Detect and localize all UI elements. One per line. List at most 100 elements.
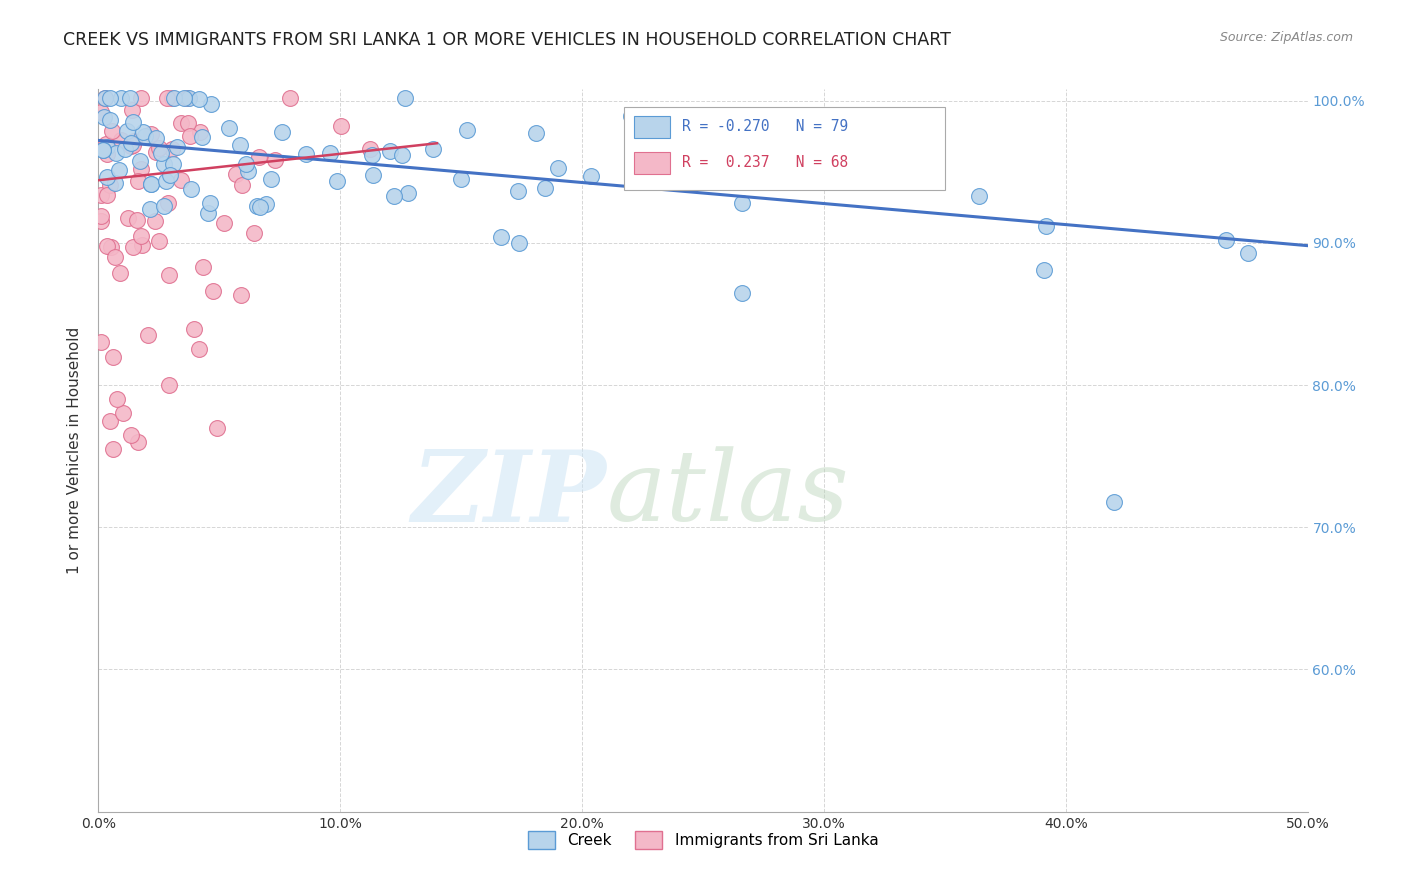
Point — [143, 214, 166, 228]
Point — [127, 174, 149, 188]
Point — [127, 213, 149, 227]
Point — [242, 226, 264, 240]
Point — [120, 136, 142, 150]
Legend: Creek, Immigrants from Sri Lanka: Creek, Immigrants from Sri Lanka — [522, 825, 884, 855]
Point — [108, 266, 131, 280]
Point — [200, 97, 222, 112]
Point — [96, 169, 118, 184]
Point — [508, 236, 530, 251]
Point — [179, 91, 201, 105]
Point — [131, 238, 153, 252]
Point — [121, 138, 143, 153]
Point — [90, 188, 112, 202]
Point — [150, 145, 173, 160]
Point — [129, 228, 152, 243]
Point — [180, 182, 202, 196]
Point — [100, 124, 122, 138]
Point — [121, 115, 143, 129]
Point — [579, 169, 602, 184]
Point — [229, 137, 252, 152]
FancyBboxPatch shape — [634, 116, 671, 137]
Point — [103, 350, 125, 364]
Point — [108, 163, 131, 178]
Point — [94, 136, 117, 151]
Point — [394, 91, 416, 105]
Point — [127, 434, 149, 449]
Point — [170, 116, 193, 130]
Y-axis label: 1 or more Vehicles in Household: 1 or more Vehicles in Household — [67, 326, 83, 574]
Point — [134, 129, 156, 144]
Point — [90, 209, 112, 223]
Point — [91, 143, 114, 157]
Point — [100, 239, 122, 253]
Point — [508, 184, 530, 198]
Text: atlas: atlas — [606, 446, 849, 541]
Point — [1215, 233, 1237, 247]
Point — [157, 268, 180, 282]
Point — [94, 91, 117, 105]
Point — [148, 234, 170, 248]
Point — [205, 420, 228, 434]
Point — [90, 335, 112, 350]
Point — [263, 153, 285, 168]
Point — [422, 142, 444, 156]
Point — [177, 115, 200, 129]
Point — [231, 178, 253, 192]
Point — [98, 91, 121, 105]
Point — [260, 172, 283, 186]
Point — [104, 177, 127, 191]
Point — [271, 125, 294, 139]
Point — [117, 211, 139, 226]
Point — [179, 128, 201, 143]
Point — [141, 127, 163, 141]
Point — [163, 91, 186, 105]
Text: CREEK VS IMMIGRANTS FROM SRI LANKA 1 OR MORE VEHICLES IN HOUSEHOLD CORRELATION C: CREEK VS IMMIGRANTS FROM SRI LANKA 1 OR … — [63, 31, 950, 49]
Point — [294, 147, 316, 161]
Point — [136, 328, 159, 343]
Point — [188, 124, 211, 138]
Point — [391, 147, 413, 161]
Point — [104, 250, 127, 264]
Point — [107, 392, 129, 407]
Point — [187, 92, 209, 106]
Point — [191, 260, 214, 274]
Point — [235, 157, 257, 171]
Point — [730, 196, 752, 211]
Point — [969, 189, 991, 203]
Point — [247, 150, 270, 164]
Point — [90, 214, 112, 228]
Point — [98, 414, 121, 428]
Text: R = -0.270   N = 79: R = -0.270 N = 79 — [682, 120, 849, 135]
Point — [98, 178, 121, 193]
Point — [91, 144, 114, 158]
Point — [524, 126, 547, 140]
Point — [218, 120, 240, 135]
Point — [122, 134, 145, 148]
Point — [1032, 263, 1054, 277]
Point — [200, 196, 222, 211]
Text: R =  0.237   N = 68: R = 0.237 N = 68 — [682, 155, 849, 170]
Point — [225, 167, 247, 181]
Point — [183, 322, 205, 336]
Point — [229, 288, 252, 302]
Point — [382, 188, 405, 202]
Point — [361, 169, 384, 183]
Point — [115, 124, 138, 138]
Point — [1035, 219, 1057, 233]
Point — [249, 200, 271, 214]
Point — [96, 188, 118, 202]
Point — [489, 230, 512, 244]
Point — [170, 173, 193, 187]
Point — [173, 91, 195, 105]
Text: Source: ZipAtlas.com: Source: ZipAtlas.com — [1219, 31, 1353, 45]
Point — [96, 239, 118, 253]
Point — [1102, 494, 1125, 508]
Point — [145, 145, 167, 160]
Point — [112, 407, 135, 421]
Point — [120, 427, 142, 442]
Point — [378, 144, 401, 158]
Point — [120, 138, 142, 153]
Point — [145, 130, 167, 145]
Point — [456, 123, 478, 137]
Point — [104, 145, 127, 160]
